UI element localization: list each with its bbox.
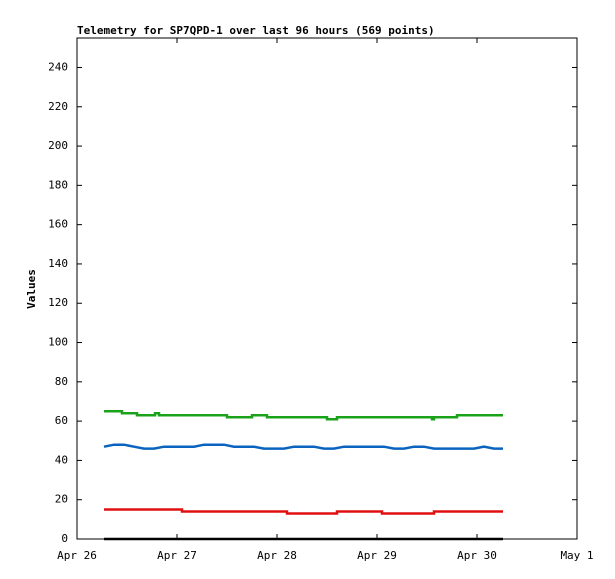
y-tick-label: 20 <box>55 493 68 506</box>
x-tick-label: Apr 28 <box>257 549 297 562</box>
y-tick-label: 160 <box>48 218 68 231</box>
y-tick-label: 220 <box>48 100 68 113</box>
x-tick-label: Apr 29 <box>357 549 397 562</box>
y-tick-label: 180 <box>48 178 68 191</box>
plot-border <box>76 37 578 540</box>
x-tick-label: Apr 26 <box>57 549 97 562</box>
y-tick-label: 140 <box>48 257 68 270</box>
x-tick-label: Apr 27 <box>157 549 197 562</box>
x-tick-label: May 1 <box>560 549 593 562</box>
series-line <box>103 443 503 450</box>
y-tick-label: 240 <box>48 60 68 73</box>
y-tick-label: 60 <box>55 414 68 427</box>
series-line <box>104 508 503 515</box>
y-tick-label: 120 <box>48 296 68 309</box>
y-axis-label: Values <box>25 269 38 309</box>
y-tick-label: 80 <box>55 375 68 388</box>
chart-title: Telemetry for SP7QPD-1 over last 96 hour… <box>77 24 435 37</box>
x-tick-label: Apr 30 <box>457 549 497 562</box>
series-line <box>104 410 503 421</box>
y-tick-label: 40 <box>55 453 68 466</box>
y-tick-label: 100 <box>48 336 68 349</box>
y-tick-label: 0 <box>61 532 68 545</box>
y-tick-label: 200 <box>48 139 68 152</box>
